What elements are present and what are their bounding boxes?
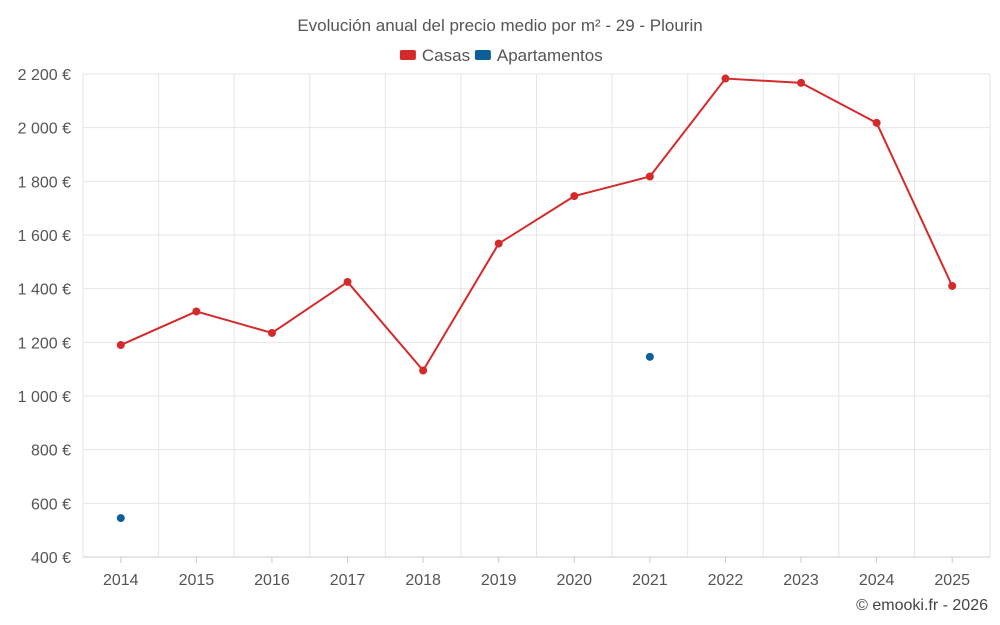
series-line-casas: [120, 77, 954, 372]
y-tick-label: 800 €: [31, 443, 71, 460]
x-tick-label: 2022: [708, 572, 744, 589]
legend-swatch: [474, 50, 491, 60]
x-tick-label: 2015: [179, 572, 215, 589]
grid: [82, 73, 991, 558]
x-tick-label: 2014: [103, 572, 139, 589]
data-point-casas[interactable]: [872, 118, 881, 127]
data-point-casas[interactable]: [948, 281, 957, 290]
legend-label: Casas: [422, 46, 470, 65]
y-tick-label: 1 600 €: [18, 228, 71, 245]
x-tick-label: 2024: [859, 572, 895, 589]
data-point-casas[interactable]: [494, 239, 503, 248]
y-tick-label: 2 200 €: [18, 67, 71, 84]
x-tick-label: 2018: [405, 572, 441, 589]
data-point-casas[interactable]: [116, 341, 125, 350]
legend-item-apartamentos[interactable]: Apartamentos: [474, 46, 603, 65]
x-tick-label: 2020: [556, 572, 592, 589]
x-tick-label: 2025: [934, 572, 970, 589]
x-tick-label: 2017: [330, 572, 366, 589]
x-axis: 2014 2015 2016 2017 2018 2019 2020 2021 2022 2023…: [103, 557, 970, 589]
data-point-casas[interactable]: [267, 328, 276, 337]
y-tick-label: 2 000 €: [18, 121, 71, 138]
data-point-casas[interactable]: [570, 192, 579, 201]
y-tick-label: 600 €: [31, 496, 71, 513]
y-axis: 400 € 600 € 800 € 1 000 € 1 200 € 1 400 € 1 60…: [18, 67, 71, 567]
plot-area: [116, 74, 957, 523]
credit-text: © emooki.fr - 2026: [856, 597, 988, 614]
legend-item-casas[interactable]: Casas: [399, 46, 470, 65]
x-tick-label: 2019: [481, 572, 517, 589]
data-point-casas[interactable]: [343, 277, 352, 286]
data-point-casas[interactable]: [721, 74, 730, 83]
data-point-casas[interactable]: [192, 307, 201, 316]
data-point-casas[interactable]: [645, 172, 654, 181]
data-point-casas[interactable]: [419, 366, 428, 375]
legend-label: Apartamentos: [497, 46, 603, 65]
x-tick-label: 2021: [632, 572, 668, 589]
data-point-apartamentos[interactable]: [645, 352, 654, 361]
y-tick-label: 400 €: [31, 550, 71, 567]
y-tick-label: 1 400 €: [18, 282, 71, 299]
y-tick-label: 1 800 €: [18, 174, 71, 191]
chart-title: Evolución anual del precio medio por m² …: [297, 16, 702, 35]
legend-swatch: [399, 50, 416, 60]
data-point-casas[interactable]: [797, 78, 806, 87]
x-tick-label: 2016: [254, 572, 290, 589]
data-point-apartamentos[interactable]: [116, 514, 125, 523]
legend: Casas Apartamentos: [399, 46, 603, 65]
x-tick-label: 2023: [783, 572, 819, 589]
y-tick-label: 1 200 €: [18, 335, 71, 352]
y-tick-label: 1 000 €: [18, 389, 71, 406]
